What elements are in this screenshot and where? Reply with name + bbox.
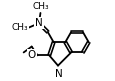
Text: CH₃: CH₃ — [11, 23, 28, 32]
Text: O: O — [28, 50, 36, 60]
Text: N: N — [54, 69, 62, 79]
Text: CH₃: CH₃ — [32, 2, 48, 11]
Text: N: N — [35, 18, 43, 28]
